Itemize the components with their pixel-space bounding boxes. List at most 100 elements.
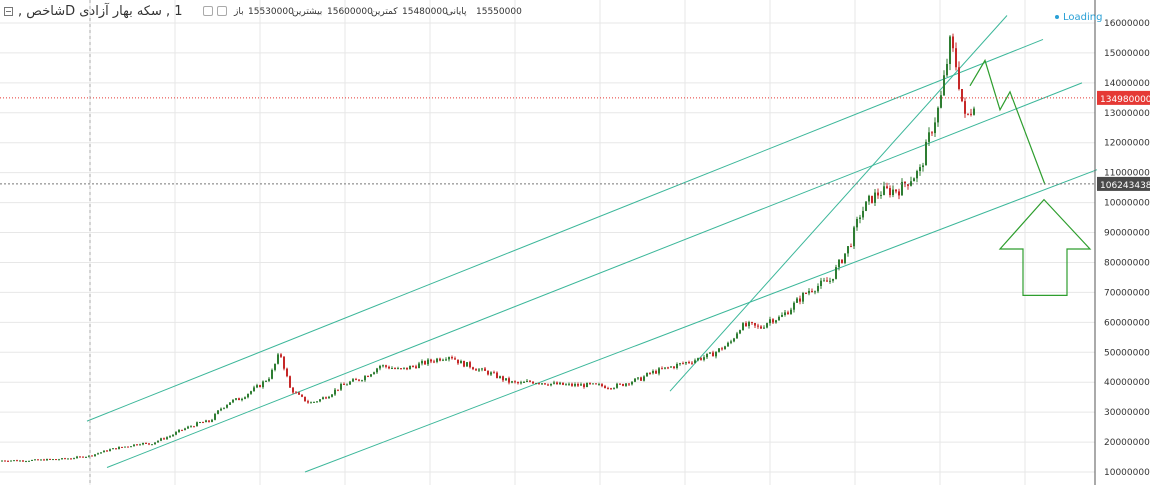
candle-body [73,458,75,460]
candlesticks [1,33,975,463]
candle-body [295,392,297,394]
candle-body [325,397,327,399]
candle-body [487,370,489,375]
candle-body [415,366,417,369]
candle-body [535,383,537,385]
crosshair-label: 106243438 [1100,181,1150,191]
candle-body [217,410,219,414]
candle-body [175,432,177,435]
candle-body [55,459,57,461]
candle-body [94,454,96,457]
candle-body [442,359,444,361]
candle-body [163,438,165,440]
candle-body [367,376,369,378]
candle-body [349,381,351,385]
candle-body [643,376,645,381]
candle-body [292,387,294,393]
candle-body [265,380,267,382]
candle-body [688,362,690,364]
candle-body [361,380,363,382]
y-tick-label: 20000000 [1104,438,1150,448]
candle-body [550,383,552,386]
candle-body [451,357,453,359]
candle-body [373,372,375,375]
candle-body [505,378,507,381]
candle-body [715,351,717,357]
candle-body [694,360,696,363]
close-label: پایانی [446,7,467,17]
candle-body [76,456,78,459]
candle-body [808,290,810,294]
candle-body [7,460,9,462]
candle-body [673,366,675,368]
candle-body [916,171,918,179]
candle-body [973,108,975,115]
candle-body [19,460,21,462]
open-value: 15530000 [248,7,294,17]
candle-body [226,404,228,408]
candle-body [832,278,834,281]
candle-body [145,442,147,444]
candle-body [952,36,954,49]
candle-body [586,382,588,388]
candle-body [598,384,600,386]
candle-body [529,380,531,382]
candle-body [697,358,699,361]
candle-body [772,319,774,323]
candle-body [718,348,720,352]
candle-body [907,184,909,186]
candle-body [640,377,642,381]
candle-body [955,48,957,68]
candle-body [787,312,789,315]
candle-body [313,401,315,403]
candle-body [676,363,678,368]
chart-header: 1 , سکه بهار آزادی Dشاخص , باز 15530000 … [0,4,1102,24]
candle-body [925,141,927,166]
candle-body [613,387,615,389]
candle-body [58,459,60,461]
candle-body [412,366,414,368]
candle-body [370,374,372,377]
candle-body [658,368,660,374]
collapse-icon[interactable] [4,7,13,16]
candle-body [610,388,612,390]
candle-body [763,327,765,329]
candle-body [964,101,966,114]
candle-body [238,398,240,401]
candle-body [730,341,732,343]
candle-body [247,393,249,398]
candle-body [448,357,450,360]
candle-body [526,380,528,382]
candle-body [880,194,882,196]
price-axis[interactable]: 10000000 20000000 30000000 40000000 50000000… [1094,0,1150,485]
candle-body [22,460,24,462]
candle-body [805,293,807,295]
candle-body [220,408,222,411]
low-value: 15480000 [402,7,448,17]
candle-body [166,437,168,440]
candle-body [691,362,693,364]
candle-body [856,219,858,228]
candle-body [499,376,501,378]
settings-icon[interactable] [203,6,213,16]
candle-body [649,372,651,374]
close-icon[interactable] [217,6,227,16]
candle-body [547,384,549,386]
last-price-badge [1097,90,1150,105]
symbol-title[interactable]: 1 , سکه بهار آزادی Dشاخص , [18,4,183,19]
candle-body [232,399,234,403]
candle-body [202,422,204,424]
candle-body [193,426,195,428]
candle-body [628,383,630,385]
candle-body [934,122,936,134]
candle-body [307,401,309,403]
candle-body [748,322,750,327]
close-value: 15550000 [476,7,522,17]
candle-body [271,369,273,379]
candle-body [922,165,924,168]
candle-body [616,383,618,388]
trend-lines [86,15,1098,473]
price-badges: 134980000 106243438 [1097,90,1150,191]
candle-body [301,394,303,397]
